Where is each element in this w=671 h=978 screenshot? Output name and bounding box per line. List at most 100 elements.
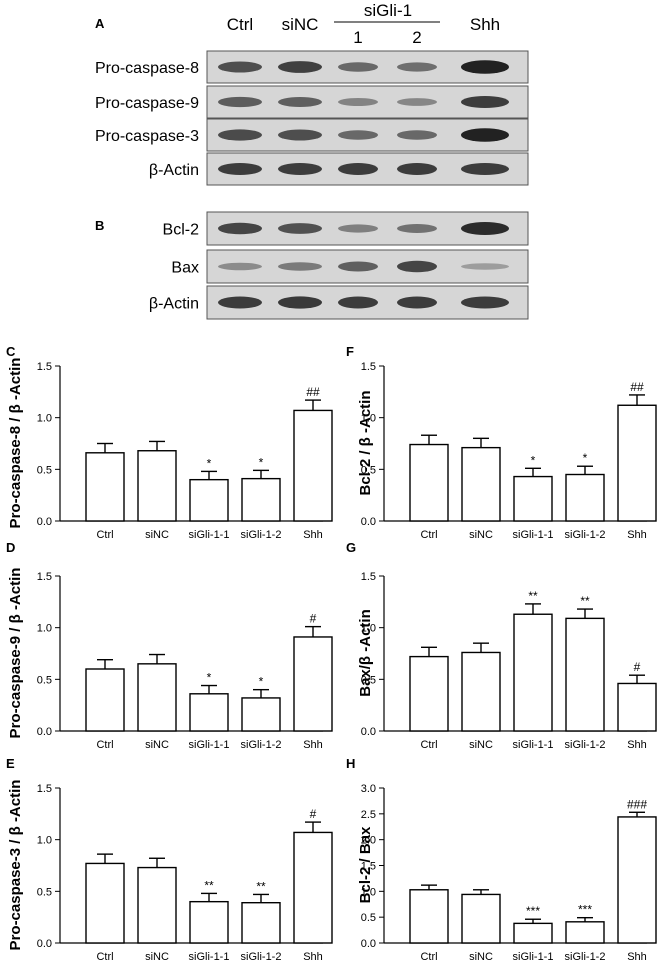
- bar: [513, 475, 553, 522]
- significance-label: *: [583, 451, 588, 465]
- significance-label: ###: [627, 797, 647, 811]
- x-tick-label: Shh: [627, 951, 647, 963]
- x-tick-label: siNC: [145, 951, 169, 963]
- y-tick-label: 0.0: [37, 726, 52, 738]
- lane-label: Ctrl: [227, 15, 253, 34]
- blot-row: Pro-caspase-8: [95, 50, 529, 84]
- blot-band: [461, 222, 509, 235]
- x-tick-label: siNC: [145, 739, 169, 751]
- bar: [293, 409, 333, 522]
- y-tick-label: 1.5: [361, 861, 376, 873]
- bar: [85, 668, 125, 732]
- bar: [461, 446, 501, 522]
- x-tick-label: siNC: [469, 529, 493, 541]
- blot-row-label: Pro-caspase-3: [95, 128, 199, 145]
- bar-chart-d: D 0.0 0.5 1.0 1.5 Pro-caspase-9 / β -Actin Ctr…: [6, 540, 333, 751]
- x-tick-label: siGli-1-1: [513, 529, 554, 541]
- blot-band: [461, 296, 509, 309]
- x-tick-label: Shh: [303, 529, 323, 541]
- lane-sub-label: 2: [412, 28, 421, 47]
- y-tick-label: 0.0: [37, 516, 52, 528]
- blot-band: [338, 261, 378, 272]
- blot-band: [218, 296, 262, 309]
- significance-label: #: [634, 660, 641, 674]
- y-tick-label: 1.5: [37, 783, 52, 795]
- x-tick-label: Shh: [627, 739, 647, 751]
- blot-row: β-Actin: [149, 152, 529, 186]
- y-tick-label: 1.0: [361, 623, 376, 635]
- bar: [293, 831, 333, 944]
- x-tick-label: siGli-1-1: [189, 739, 230, 751]
- blot-row-label: Bax: [171, 260, 199, 277]
- blot-row-label: Pro-caspase-9: [95, 95, 199, 112]
- significance-label: *: [207, 456, 212, 470]
- blot-band: [461, 163, 509, 175]
- significance-label: *: [259, 675, 264, 689]
- y-axis-label: Pro-caspase-8 / β -Actin: [7, 358, 24, 529]
- significance-label: #: [310, 612, 317, 626]
- blot-band: [218, 163, 262, 175]
- blot-band: [338, 62, 378, 72]
- x-tick-label: siNC: [145, 529, 169, 541]
- bar: [409, 655, 449, 732]
- significance-label: **: [204, 878, 214, 892]
- blot-band: [338, 130, 378, 140]
- bar: [617, 816, 657, 944]
- bar: [189, 693, 229, 732]
- lane-label: siNC: [282, 15, 319, 34]
- bar: [565, 473, 605, 522]
- blot-row-label: Pro-caspase-8: [95, 60, 199, 77]
- bar: [293, 636, 333, 732]
- significance-label: #: [310, 807, 317, 821]
- blot-band: [397, 260, 437, 273]
- y-tick-label: 0.0: [361, 516, 376, 528]
- bar-chart-g: G 0.0 0.5 1.0 1.5 Bax/β -Actin Ctrl siNC ** siGli…: [346, 540, 657, 751]
- x-tick-label: siGli-1-2: [241, 529, 282, 541]
- x-tick-label: Ctrl: [420, 739, 437, 751]
- x-tick-label: Ctrl: [420, 951, 437, 963]
- x-tick-label: Ctrl: [420, 529, 437, 541]
- blot-band: [218, 96, 262, 108]
- panel-label: A: [95, 16, 105, 31]
- blot-band: [461, 96, 509, 108]
- bar: [565, 617, 605, 732]
- blot-row: Bcl-2: [163, 211, 529, 246]
- y-tick-label: 1.5: [361, 361, 376, 373]
- bar: [513, 613, 553, 732]
- x-tick-label: Ctrl: [96, 951, 113, 963]
- x-tick-label: siNC: [469, 739, 493, 751]
- significance-label: *: [531, 453, 536, 467]
- bar: [85, 452, 125, 522]
- bar: [241, 477, 281, 522]
- significance-label: ##: [306, 385, 320, 399]
- blot-row-label: β-Actin: [149, 296, 199, 313]
- blot-band: [338, 98, 378, 106]
- y-tick-label: 1.0: [37, 623, 52, 635]
- x-tick-label: siGli-1-1: [513, 951, 554, 963]
- significance-label: *: [207, 671, 212, 685]
- bar: [513, 922, 553, 944]
- x-tick-label: siGli-1-1: [189, 529, 230, 541]
- x-tick-label: Shh: [303, 739, 323, 751]
- bar: [409, 889, 449, 944]
- y-axis-label: Pro-caspase-9 / β -Actin: [7, 568, 24, 739]
- blot-band: [278, 223, 322, 234]
- y-tick-label: 0.5: [37, 464, 52, 476]
- blot-band: [338, 296, 378, 309]
- y-tick-label: 0.0: [361, 938, 376, 950]
- significance-label: ***: [578, 903, 592, 917]
- bar: [565, 921, 605, 944]
- y-tick-label: 1.0: [361, 413, 376, 425]
- blot-band: [278, 163, 322, 175]
- y-tick-label: 2.0: [361, 835, 376, 847]
- panel-label: C: [6, 344, 16, 359]
- blot-band: [278, 61, 322, 73]
- bar: [617, 404, 657, 522]
- blot-band: [338, 163, 378, 175]
- panel-label: H: [346, 756, 355, 771]
- y-tick-label: 3.0: [361, 783, 376, 795]
- blot-band: [397, 163, 437, 175]
- bar: [409, 443, 449, 522]
- blot-band: [278, 262, 322, 271]
